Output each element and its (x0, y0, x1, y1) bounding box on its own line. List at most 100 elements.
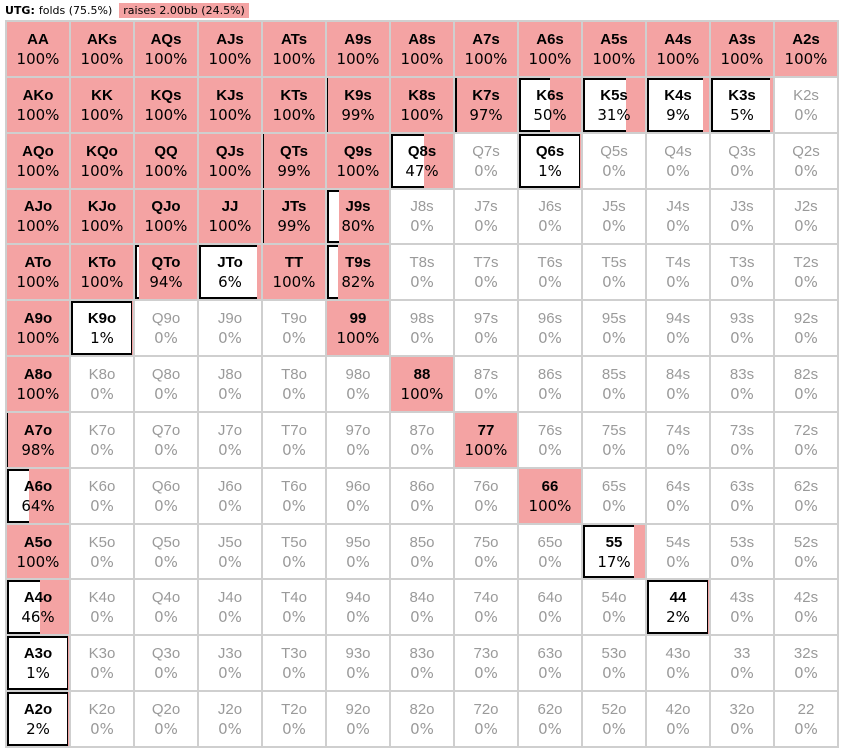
hand-cell-A3s[interactable]: A3s 100% (711, 22, 773, 76)
hand-cell-Q6o[interactable]: Q6o 0% (135, 468, 197, 523)
hand-cell-A4s[interactable]: A4s 100% (647, 22, 709, 76)
hand-cell-KJs[interactable]: KJs 100% (199, 77, 261, 132)
hand-cell-KQo[interactable]: KQo 100% (71, 133, 133, 188)
hand-cell-J6s[interactable]: J6s 0% (519, 189, 581, 244)
hand-cell-32s[interactable]: 32s 0% (775, 636, 837, 691)
hand-cell-Q6s[interactable]: Q6s 1% (519, 133, 581, 188)
hand-cell-54o[interactable]: 54o 0% (583, 580, 645, 635)
hand-cell-T6o[interactable]: T6o 0% (263, 468, 325, 523)
hand-cell-AJo[interactable]: AJo 100% (7, 189, 69, 244)
hand-cell-33[interactable]: 33 0% (711, 636, 773, 691)
hand-cell-AA[interactable]: AA 100% (7, 22, 69, 76)
hand-cell-72o[interactable]: 72o 0% (455, 692, 517, 746)
hand-cell-KJo[interactable]: KJo 100% (71, 189, 133, 244)
hand-cell-99[interactable]: 99 100% (327, 301, 389, 356)
hand-cell-62s[interactable]: 62s 0% (775, 468, 837, 523)
hand-cell-52s[interactable]: 52s 0% (775, 524, 837, 579)
hand-cell-ATo[interactable]: ATo 100% (7, 245, 69, 300)
hand-cell-T5o[interactable]: T5o 0% (263, 524, 325, 579)
hand-cell-63s[interactable]: 63s 0% (711, 468, 773, 523)
hand-cell-K7o[interactable]: K7o 0% (71, 412, 133, 467)
hand-cell-T9s[interactable]: T9s 82% (327, 245, 389, 300)
hand-cell-87o[interactable]: 87o 0% (391, 412, 453, 467)
hand-cell-J2s[interactable]: J2s 0% (775, 189, 837, 244)
hand-cell-Q8o[interactable]: Q8o 0% (135, 357, 197, 411)
hand-cell-94s[interactable]: 94s 0% (647, 301, 709, 356)
hand-cell-T7s[interactable]: T7s 0% (455, 245, 517, 300)
hand-cell-K3o[interactable]: K3o 0% (71, 636, 133, 691)
hand-cell-94o[interactable]: 94o 0% (327, 580, 389, 635)
hand-cell-64o[interactable]: 64o 0% (519, 580, 581, 635)
hand-cell-ATs[interactable]: ATs 100% (263, 22, 325, 76)
hand-cell-K5s[interactable]: K5s 31% (583, 77, 645, 132)
hand-cell-T5s[interactable]: T5s 0% (583, 245, 645, 300)
hand-cell-K4s[interactable]: K4s 9% (647, 77, 709, 132)
hand-cell-KQs[interactable]: KQs 100% (135, 77, 197, 132)
hand-cell-87s[interactable]: 87s 0% (455, 357, 517, 411)
hand-cell-75o[interactable]: 75o 0% (455, 524, 517, 579)
hand-cell-T8s[interactable]: T8s 0% (391, 245, 453, 300)
hand-cell-85o[interactable]: 85o 0% (391, 524, 453, 579)
hand-cell-J7s[interactable]: J7s 0% (455, 189, 517, 244)
hand-cell-QJs[interactable]: QJs 100% (199, 133, 261, 188)
hand-cell-K8s[interactable]: K8s 100% (391, 77, 453, 132)
hand-cell-T4s[interactable]: T4s 0% (647, 245, 709, 300)
hand-cell-T8o[interactable]: T8o 0% (263, 357, 325, 411)
hand-cell-32o[interactable]: 32o 0% (711, 692, 773, 746)
hand-cell-J7o[interactable]: J7o 0% (199, 412, 261, 467)
hand-cell-KK[interactable]: KK 100% (71, 77, 133, 132)
hand-cell-A7s[interactable]: A7s 100% (455, 22, 517, 76)
hand-cell-85s[interactable]: 85s 0% (583, 357, 645, 411)
hand-cell-J9o[interactable]: J9o 0% (199, 301, 261, 356)
hand-cell-42o[interactable]: 42o 0% (647, 692, 709, 746)
hand-cell-92o[interactable]: 92o 0% (327, 692, 389, 746)
hand-cell-22[interactable]: 22 0% (775, 692, 837, 746)
hand-cell-AQo[interactable]: AQo 100% (7, 133, 69, 188)
hand-cell-86s[interactable]: 86s 0% (519, 357, 581, 411)
hand-cell-84o[interactable]: 84o 0% (391, 580, 453, 635)
hand-cell-86o[interactable]: 86o 0% (391, 468, 453, 523)
hand-cell-76o[interactable]: 76o 0% (455, 468, 517, 523)
hand-cell-K3s[interactable]: K3s 5% (711, 77, 773, 132)
hand-cell-A3o[interactable]: A3o 1% (7, 636, 69, 691)
hand-cell-52o[interactable]: 52o 0% (583, 692, 645, 746)
hand-cell-98s[interactable]: 98s 0% (391, 301, 453, 356)
hand-cell-J4s[interactable]: J4s 0% (647, 189, 709, 244)
hand-cell-T2s[interactable]: T2s 0% (775, 245, 837, 300)
hand-cell-QJo[interactable]: QJo 100% (135, 189, 197, 244)
hand-cell-55[interactable]: 55 17% (583, 524, 645, 579)
hand-cell-A5s[interactable]: A5s 100% (583, 22, 645, 76)
hand-cell-T3s[interactable]: T3s 0% (711, 245, 773, 300)
hand-cell-A6o[interactable]: A6o 64% (7, 468, 69, 523)
hand-cell-64s[interactable]: 64s 0% (647, 468, 709, 523)
hand-cell-K9o[interactable]: K9o 1% (71, 301, 133, 356)
hand-cell-T7o[interactable]: T7o 0% (263, 412, 325, 467)
hand-cell-Q8s[interactable]: Q8s 47% (391, 133, 453, 188)
hand-cell-75s[interactable]: 75s 0% (583, 412, 645, 467)
hand-cell-Q3o[interactable]: Q3o 0% (135, 636, 197, 691)
hand-cell-65s[interactable]: 65s 0% (583, 468, 645, 523)
hand-cell-KTo[interactable]: KTo 100% (71, 245, 133, 300)
hand-cell-82o[interactable]: 82o 0% (391, 692, 453, 746)
hand-cell-T3o[interactable]: T3o 0% (263, 636, 325, 691)
hand-cell-A7o[interactable]: A7o 98% (7, 412, 69, 467)
hand-cell-K5o[interactable]: K5o 0% (71, 524, 133, 579)
hand-cell-K7s[interactable]: K7s 97% (455, 77, 517, 132)
hand-cell-65o[interactable]: 65o 0% (519, 524, 581, 579)
hand-cell-TT[interactable]: TT 100% (263, 245, 325, 300)
hand-cell-42s[interactable]: 42s 0% (775, 580, 837, 635)
hand-cell-K6s[interactable]: K6s 50% (519, 77, 581, 132)
hand-cell-Q4o[interactable]: Q4o 0% (135, 580, 197, 635)
hand-cell-AQs[interactable]: AQs 100% (135, 22, 197, 76)
hand-cell-43s[interactable]: 43s 0% (711, 580, 773, 635)
hand-cell-A2s[interactable]: A2s 100% (775, 22, 837, 76)
hand-cell-J3o[interactable]: J3o 0% (199, 636, 261, 691)
hand-cell-K2o[interactable]: K2o 0% (71, 692, 133, 746)
hand-cell-J4o[interactable]: J4o 0% (199, 580, 261, 635)
hand-cell-Q2o[interactable]: Q2o 0% (135, 692, 197, 746)
hand-cell-J5o[interactable]: J5o 0% (199, 524, 261, 579)
hand-cell-A2o[interactable]: A2o 2% (7, 692, 69, 746)
hand-cell-Q9o[interactable]: Q9o 0% (135, 301, 197, 356)
hand-cell-K8o[interactable]: K8o 0% (71, 357, 133, 411)
hand-cell-T4o[interactable]: T4o 0% (263, 580, 325, 635)
